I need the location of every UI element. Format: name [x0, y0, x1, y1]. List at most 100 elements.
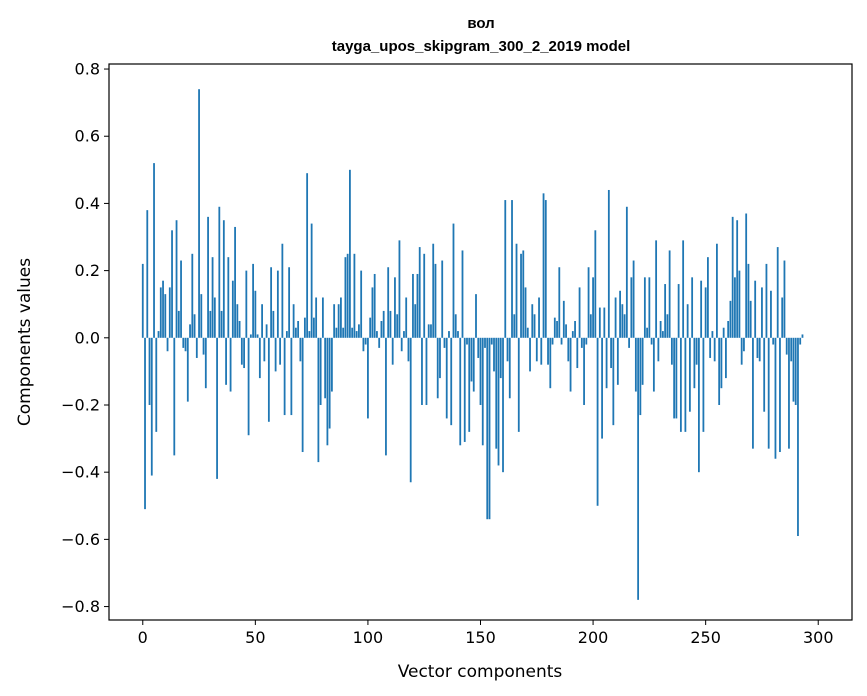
- bar-component-145: [468, 337, 471, 432]
- bar-component-26: [200, 294, 203, 338]
- y-axis-label: Components values: [15, 258, 35, 426]
- bar-component-104: [376, 331, 378, 338]
- x-axis-label: Vector components: [398, 662, 563, 682]
- bar-component-95: [355, 331, 358, 338]
- bar-component-286: [785, 337, 788, 355]
- bar-component-122: [416, 273, 419, 338]
- bar-component-70: [299, 337, 302, 362]
- bar-component-18: [182, 337, 185, 348]
- bar-component-234: [668, 250, 671, 338]
- bar-component-144: [466, 337, 468, 345]
- bar-component-165: [513, 314, 516, 338]
- bar-component-44: [240, 337, 243, 365]
- bar-component-264: [736, 220, 739, 338]
- bar-component-244: [691, 277, 694, 338]
- bar-component-27: [202, 337, 205, 355]
- bar-component-117: [405, 297, 408, 338]
- bar-component-113: [396, 314, 399, 338]
- bar-component-224: [646, 327, 649, 338]
- bar-component-248: [700, 280, 703, 338]
- bar-component-262: [731, 216, 734, 338]
- bar-component-263: [734, 277, 736, 338]
- bar-component-11: [166, 337, 169, 352]
- bar-component-169: [522, 250, 525, 338]
- bar-component-69: [297, 321, 300, 338]
- bar-component-252: [709, 337, 712, 358]
- bar-component-218: [632, 260, 635, 338]
- bar-component-93: [351, 327, 354, 338]
- bar-component-272: [754, 280, 757, 338]
- bar-component-271: [752, 337, 754, 449]
- bar-component-7: [157, 331, 160, 338]
- bar-component-100: [367, 337, 369, 419]
- bar-series: [141, 89, 804, 600]
- bar-component-176: [538, 297, 540, 338]
- bar-component-31: [211, 257, 214, 338]
- bar-component-186: [560, 337, 563, 345]
- bar-component-288: [790, 337, 793, 362]
- bar-component-202: [596, 337, 599, 506]
- bar-component-253: [711, 331, 714, 338]
- bar-component-15: [175, 220, 178, 338]
- bar-component-257: [720, 337, 723, 389]
- bar-component-20: [186, 337, 189, 402]
- bar-component-37: [225, 337, 227, 385]
- bar-component-94: [353, 253, 356, 338]
- bar-component-161: [504, 200, 507, 338]
- bar-component-158: [497, 337, 500, 466]
- bar-component-84: [331, 337, 333, 392]
- bar-component-114: [398, 240, 401, 338]
- bar-component-175: [535, 337, 538, 362]
- bar-component-197: [585, 337, 588, 345]
- bar-component-284: [781, 297, 784, 338]
- bar-component-19: [184, 337, 187, 352]
- bar-component-291: [797, 337, 799, 537]
- bar-component-256: [718, 337, 721, 405]
- bar-component-260: [727, 321, 730, 338]
- bar-component-220: [637, 337, 640, 600]
- bar-component-109: [387, 267, 390, 338]
- bar-component-21: [189, 324, 191, 338]
- bar-component-151: [481, 337, 484, 446]
- bar-component-129: [432, 243, 435, 338]
- bar-component-143: [463, 337, 466, 442]
- bar-component-126: [425, 337, 428, 405]
- bar-component-25: [198, 89, 200, 338]
- bar-component-171: [526, 327, 529, 338]
- bar-component-162: [506, 337, 509, 362]
- bar-component-163: [508, 337, 511, 399]
- plot-frame: [108, 63, 853, 621]
- bar-component-97: [360, 270, 363, 338]
- bar-component-173: [531, 304, 534, 338]
- y-tick-label: −0.4: [61, 463, 100, 482]
- bar-component-266: [740, 337, 743, 365]
- x-tick-label: 150: [465, 628, 496, 647]
- bar-component-22: [191, 253, 194, 338]
- bar-component-275: [761, 287, 763, 338]
- bar-component-63: [283, 337, 286, 416]
- bar-component-81: [324, 337, 327, 399]
- bar-component-226: [650, 337, 653, 345]
- bar-component-180: [547, 337, 549, 365]
- bar-component-121: [414, 304, 417, 338]
- bar-component-138: [452, 223, 455, 338]
- bar-component-222: [641, 337, 644, 385]
- bar-component-119: [409, 337, 412, 483]
- bar-component-191: [571, 331, 574, 338]
- bar-component-203: [598, 307, 601, 338]
- bar-component-221: [639, 337, 642, 416]
- bar-component-267: [743, 337, 745, 352]
- y-tick-label: 0.2: [75, 261, 100, 280]
- bar-component-147: [472, 337, 475, 392]
- bar-component-74: [308, 331, 311, 338]
- bar-component-67: [292, 304, 295, 338]
- bar-component-254: [713, 337, 716, 362]
- bar-component-92: [349, 169, 351, 338]
- bar-component-200: [592, 277, 594, 338]
- bar-component-61: [279, 337, 282, 365]
- bar-component-170: [524, 287, 527, 338]
- bar-component-241: [684, 337, 687, 432]
- bar-component-216: [628, 337, 630, 348]
